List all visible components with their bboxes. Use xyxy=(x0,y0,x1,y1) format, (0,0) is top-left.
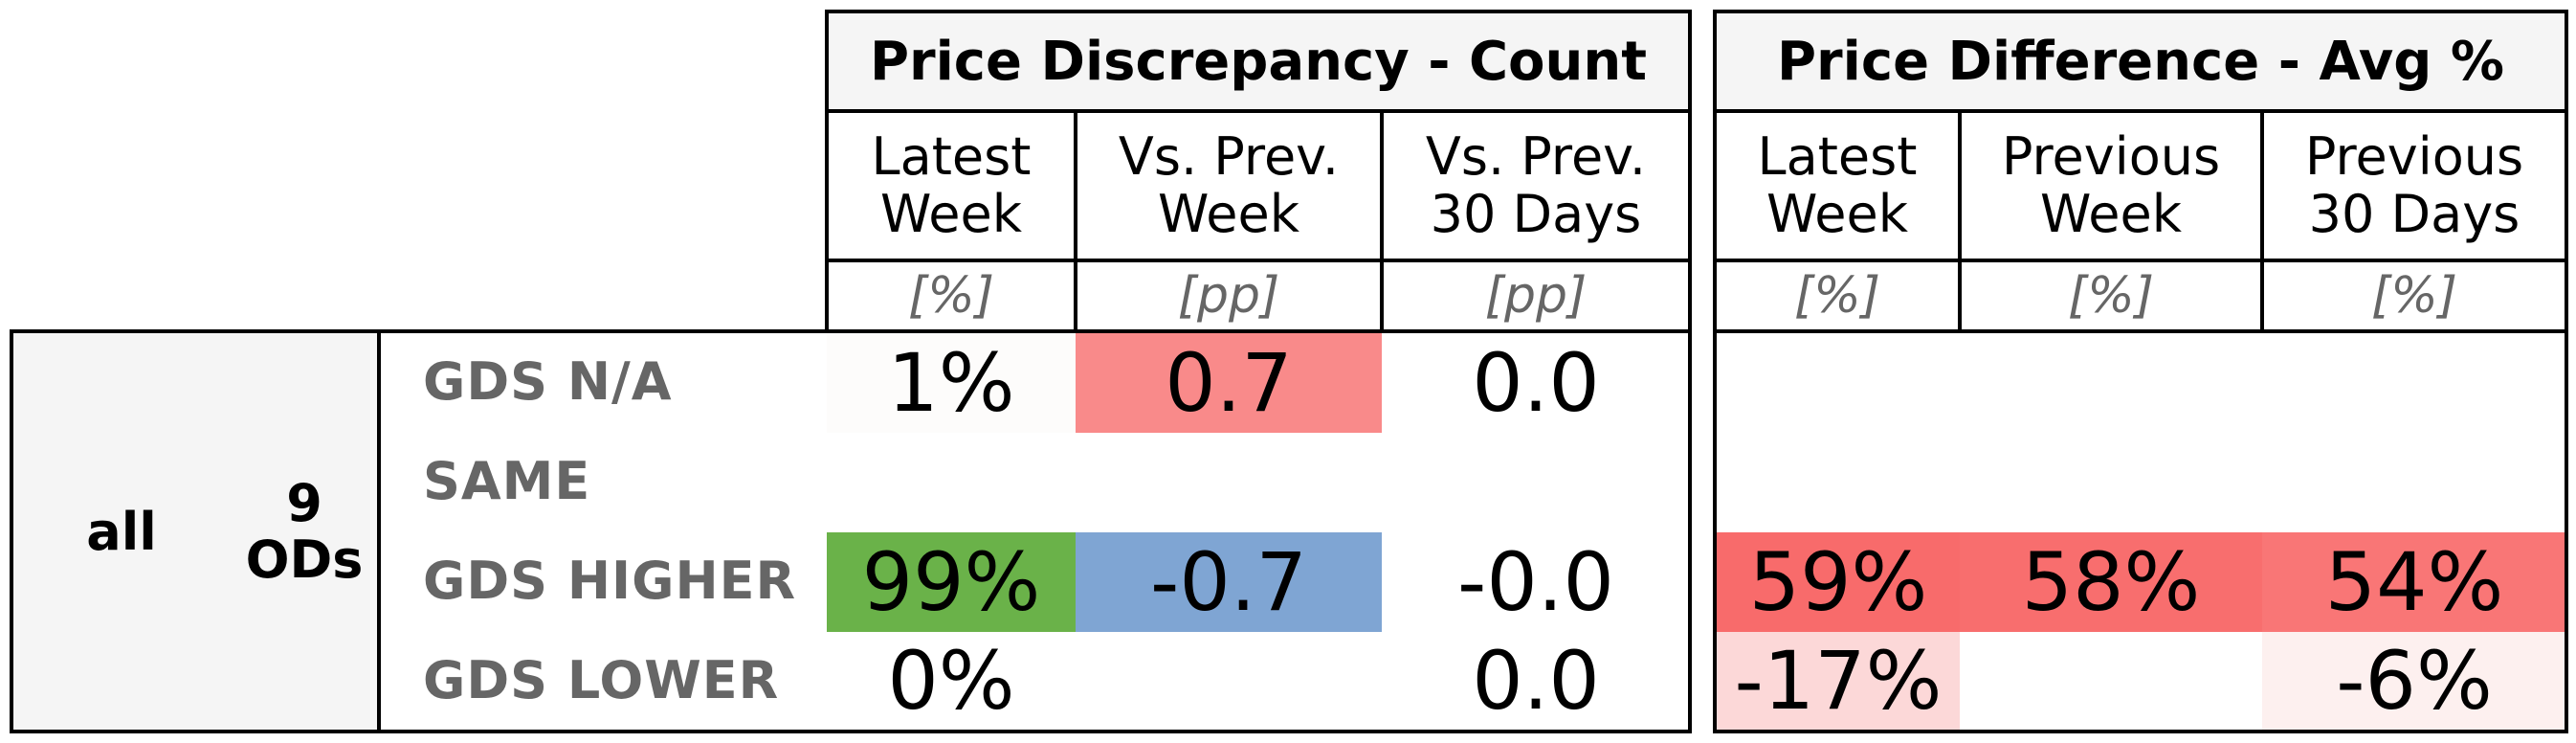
unit-label: [%] xyxy=(2068,267,2154,325)
group-title-text: Price Discrepancy - Count xyxy=(869,30,1648,93)
unit-label: [%] xyxy=(2371,267,2457,325)
row-label-gds-lower: GDS LOWER xyxy=(423,649,780,710)
table-cell: -17% xyxy=(1717,632,1960,730)
column-header-latest-week: Latest Week xyxy=(1757,125,1918,244)
table-cell: 58% xyxy=(1960,532,2262,632)
column-header-previous-30-days: Previous 30 Days xyxy=(2304,125,2524,244)
table-cell xyxy=(1960,333,2262,433)
row-label-gds-higher: GDS HIGHER xyxy=(423,550,797,611)
column-header-previous-week: Previous Week xyxy=(2001,125,2221,244)
row-label-gds-na: GDS N/A xyxy=(423,350,673,412)
table-cell xyxy=(2262,333,2566,433)
table-cell: 1% xyxy=(827,333,1076,433)
row-group-block xyxy=(11,331,379,732)
unit-label: [pp] xyxy=(1177,267,1280,325)
table-cell: 0% xyxy=(887,634,1015,728)
table-cell xyxy=(1960,632,2262,730)
table-cell xyxy=(827,433,1076,532)
table-cell xyxy=(1382,433,1690,532)
table-cell xyxy=(2262,433,2566,532)
table-cell xyxy=(1717,433,1960,532)
table-cell: 0.0 xyxy=(1472,336,1600,430)
unit-label: [%] xyxy=(1794,267,1880,325)
table-cell xyxy=(1717,333,1960,433)
column-header-vs-prev-week: Vs. Prev. Week xyxy=(1118,125,1340,244)
column-header-vs-prev-30-days: Vs. Prev. 30 Days xyxy=(1425,125,1647,244)
table-cell: -0.7 xyxy=(1076,532,1382,632)
table-cell: 54% xyxy=(2262,532,2566,632)
table-cell xyxy=(1076,632,1382,730)
group-title-price-difference: Price Difference - Avg % xyxy=(1713,10,2568,113)
table-cell: -0.0 xyxy=(1457,535,1614,629)
table-cell: -6% xyxy=(2262,632,2566,730)
row-label-same: SAME xyxy=(423,450,591,511)
table-cell xyxy=(1960,433,2262,532)
group-title-price-discrepancy: Price Discrepancy - Count xyxy=(825,10,1692,113)
row-group-level1: all xyxy=(86,501,157,562)
table-cell: 0.0 xyxy=(1472,634,1600,728)
unit-label: [pp] xyxy=(1484,267,1588,325)
group-title-text: Price Difference - Avg % xyxy=(1777,30,2504,93)
unit-label: [%] xyxy=(908,267,994,325)
table-cell xyxy=(1076,433,1382,532)
table-cell: 99% xyxy=(827,532,1076,632)
table-cell: 0.7 xyxy=(1076,333,1382,433)
table-cell: 59% xyxy=(1717,532,1960,632)
column-header-latest-week: Latest Week xyxy=(871,125,1032,244)
row-group-level2: 9 ODs xyxy=(245,472,364,590)
